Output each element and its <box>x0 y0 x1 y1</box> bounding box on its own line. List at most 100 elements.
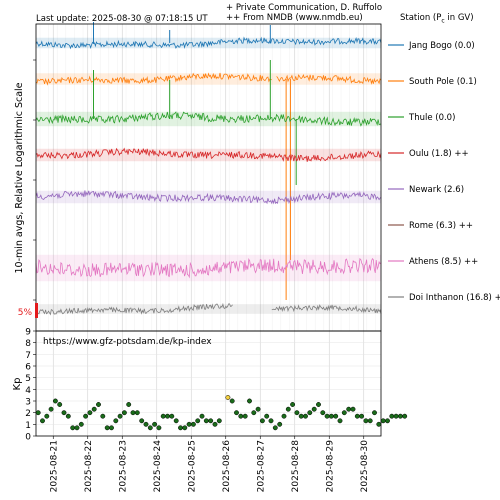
legend-entry: Doi Inthanon (16.8) + <box>409 293 500 303</box>
kp-source-url: https://www.gfz-potsdam.de/kp-index <box>43 337 212 347</box>
kp-point <box>203 418 209 424</box>
kp-point <box>259 418 265 424</box>
credit-line-2: ++ From NMDB (www.nmdb.eu) <box>226 13 363 23</box>
series-athens <box>35 254 382 282</box>
legend-entry: Newark (2.6) <box>409 185 464 195</box>
kp-point <box>139 418 145 424</box>
legend-entry: South Pole (0.1) <box>409 77 477 87</box>
kp-point <box>156 425 162 431</box>
series-line <box>35 302 233 316</box>
kp-point <box>402 413 408 419</box>
kp-point <box>372 410 377 416</box>
kp-point <box>272 425 278 431</box>
kp-y-tick-label: 2 <box>25 409 31 419</box>
kp-point <box>281 413 287 419</box>
credit-line-1: + Private Communication, D. Ruffolo <box>226 3 383 13</box>
kp-point <box>324 413 330 419</box>
legend-title: Station (Pc in GV) <box>400 13 474 25</box>
series-line <box>35 147 382 162</box>
kp-point <box>255 406 261 412</box>
kp-point <box>229 398 235 404</box>
kp-point <box>294 410 300 416</box>
top-ylabel: 10-min avgs, Relative Logarithmic Scale <box>14 82 25 273</box>
kp-point <box>117 413 123 419</box>
kp-point <box>359 413 365 419</box>
series-line <box>35 190 382 205</box>
legend: Jang Bogo (0.0) South Pole (0.1) Thule (0.… <box>388 41 500 303</box>
kp-point <box>104 425 110 431</box>
kp-point <box>341 410 347 416</box>
series-thule <box>35 60 382 185</box>
series-jang <box>35 22 382 50</box>
kp-point <box>397 413 403 419</box>
kp-point <box>48 406 54 412</box>
kp-point <box>160 413 166 419</box>
kp-point <box>147 425 153 431</box>
kp-point <box>380 418 386 424</box>
kp-point <box>298 413 304 419</box>
kp-point <box>169 413 175 419</box>
kp-point <box>320 410 326 416</box>
series-band <box>36 111 381 127</box>
kp-point <box>389 413 395 419</box>
x-tick-label: 2025-08-29 <box>325 440 335 493</box>
series-newark <box>35 190 382 205</box>
kp-point <box>182 425 188 431</box>
kp-point <box>87 410 93 416</box>
series-south <box>35 72 382 300</box>
kp-y-tick-label: 8 <box>25 339 31 349</box>
series-oulu <box>35 147 382 162</box>
kp-point <box>44 413 50 419</box>
series-band <box>36 73 381 85</box>
kp-point <box>316 402 321 407</box>
kp-point <box>65 413 71 419</box>
series-line <box>35 36 382 50</box>
kp-point <box>238 413 244 419</box>
legend-entry: Jang Bogo (0.0) <box>408 41 475 51</box>
kp-panel-frame <box>35 330 382 437</box>
kp-point <box>190 421 196 427</box>
kp-point <box>212 421 218 427</box>
kp-point <box>178 425 183 431</box>
kp-point <box>113 418 119 424</box>
series-line <box>271 304 382 314</box>
kp-point <box>208 418 214 424</box>
kp-point <box>52 398 58 404</box>
kp-point <box>91 406 97 412</box>
series-group <box>35 22 382 316</box>
kp-point <box>393 413 399 419</box>
kp-point <box>268 418 274 424</box>
kp-point <box>78 421 84 427</box>
kp-point <box>242 413 248 419</box>
kp-point <box>337 418 343 424</box>
kp-point <box>303 413 308 419</box>
kp-point <box>234 410 239 416</box>
kp-point <box>121 410 127 416</box>
x-tick-label: 2025-08-27 <box>256 440 266 492</box>
kp-point <box>100 413 106 419</box>
kp-y-tick-label: 1 <box>25 421 31 431</box>
kp-y-tick-label: 0 <box>25 433 31 443</box>
kp-point <box>367 418 373 424</box>
scale-bar <box>35 303 38 318</box>
kp-point <box>290 402 296 407</box>
kp-point <box>363 418 369 424</box>
kp-point <box>251 410 257 416</box>
legend-entry: Thule (0.0) <box>408 113 455 123</box>
kp-point <box>96 402 101 407</box>
x-tick-label: 2025-08-22 <box>84 440 94 492</box>
kp-point <box>165 413 170 419</box>
kp-y-tick-label: 7 <box>25 351 31 361</box>
kp-point <box>173 418 179 424</box>
x-tick-label: 2025-08-28 <box>291 440 301 493</box>
kp-point <box>307 410 313 416</box>
kp-y-tick-label: 4 <box>25 386 31 396</box>
kp-point <box>152 421 158 427</box>
series-line <box>276 74 382 85</box>
kp-point <box>195 418 201 424</box>
kp-point <box>83 413 89 419</box>
kp-point <box>285 406 291 412</box>
kp-point <box>376 421 382 427</box>
kp-point <box>385 418 390 424</box>
